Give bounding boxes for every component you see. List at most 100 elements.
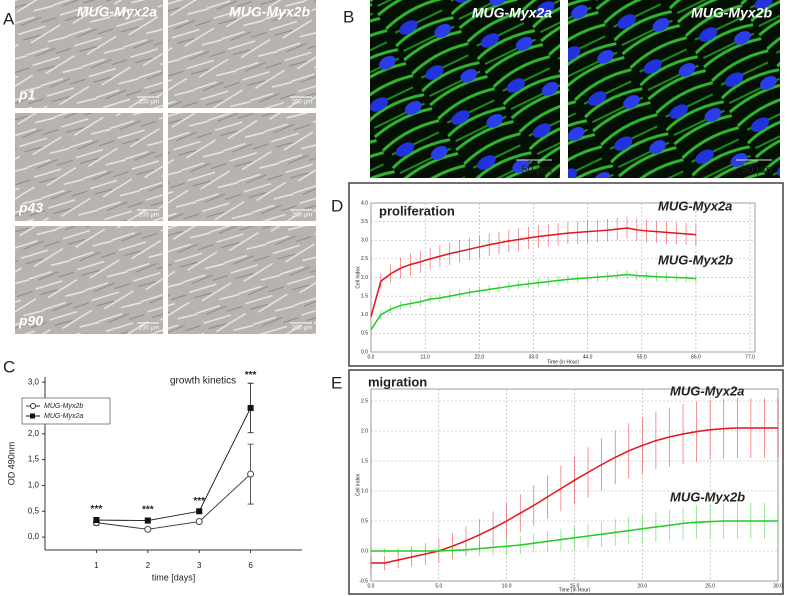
marker	[247, 470, 255, 478]
marker	[247, 404, 254, 411]
scale-bar-label: 200 µm	[139, 326, 159, 332]
series-label: MUG-Myx2a	[670, 383, 744, 398]
x-tick-label: 44.0	[583, 354, 593, 360]
legend-marker	[30, 403, 36, 409]
x-tick-label: 25.0	[705, 583, 715, 589]
x-tick-label: 10.0	[502, 583, 512, 589]
y-axis-label: OD 490nm	[6, 442, 16, 486]
marker	[196, 508, 203, 515]
image-label: MUG-Myx2b	[691, 5, 772, 21]
legend-label: MUG-Myx2a	[44, 413, 83, 420]
y-tick-label: 3.5	[361, 219, 368, 225]
panel-d-frame	[348, 182, 784, 367]
annotation: ***	[91, 504, 103, 515]
image-label: MUG-Myx2a	[472, 5, 552, 21]
scale-bar-label: 50 µm	[521, 164, 552, 176]
micrograph	[168, 226, 316, 334]
micrograph	[15, 226, 163, 334]
marker	[195, 518, 203, 526]
x-axis-label: Time (in Hour)	[547, 359, 579, 365]
micrograph	[568, 0, 780, 178]
row-label: p43	[18, 200, 43, 216]
x-tick-label: 0.0	[368, 354, 375, 360]
plot-frame	[370, 388, 779, 582]
y-tick-label: 0,5	[28, 506, 40, 515]
scale-bar-label: 200 µm	[139, 100, 159, 106]
panel-label: A	[3, 9, 15, 28]
panel-b-images: MUG-Myx2a 50 µm MUG-Myx2b 50 µm	[370, 0, 780, 178]
micrograph	[15, 113, 163, 221]
column-label: MUG-Myx2b	[229, 4, 310, 20]
y-tick-label: 2.0	[361, 275, 368, 281]
y-tick-label: 0,0	[28, 532, 40, 541]
x-tick-label: 1	[94, 561, 99, 570]
y-tick-label: 0.5	[361, 518, 368, 524]
x-tick-label: 20.0	[637, 583, 647, 589]
y-tick-label: 0.0	[361, 349, 368, 355]
series-line	[371, 520, 778, 552]
x-tick-label: 77.0	[745, 354, 755, 360]
y-tick-label: 2,0	[28, 429, 40, 438]
y-tick-label: 0.5	[361, 331, 368, 337]
y-axis-label: Cell Index	[355, 473, 361, 496]
scale-bar-label: 200 µm	[139, 213, 159, 219]
y-tick-label: 2.0	[361, 428, 368, 434]
x-axis-label: time [days]	[152, 572, 196, 582]
micrograph	[168, 0, 316, 108]
series-line	[96, 473, 251, 530]
panel-label: B	[343, 7, 354, 26]
panel-a-images: 200 µm 200 µm 200 µm 200 µm 200 µm 200 µm MUG-…	[15, 0, 316, 334]
x-tick-label: 3	[197, 561, 202, 570]
panel-label: C	[3, 357, 15, 376]
x-tick-label: 22.0	[474, 354, 484, 360]
y-axis-label: Cell Index	[355, 266, 361, 289]
y-tick-label: 2.5	[361, 256, 368, 262]
column-label: MUG-Myx2a	[77, 4, 157, 20]
y-tick-label: -0.5	[359, 578, 368, 584]
micrograph	[15, 0, 163, 108]
series-label: MUG-Myx2a	[658, 198, 732, 213]
legend-label: MUG-Myx2b	[44, 403, 83, 410]
x-tick-label: 66.0	[691, 354, 701, 360]
annotation: ***	[142, 505, 154, 516]
x-tick-label: 33.0	[529, 354, 539, 360]
y-tick-label: 1.5	[361, 458, 368, 464]
x-tick-label: 15.0	[570, 583, 580, 589]
micrograph	[370, 0, 560, 178]
y-tick-label: 2.5	[361, 398, 368, 404]
y-tick-label: 1,5	[28, 455, 40, 464]
series-line	[370, 273, 696, 331]
y-tick-label: 1,0	[28, 481, 40, 490]
marker	[144, 525, 152, 533]
chart-title: proliferation	[379, 203, 455, 218]
scale-bar-label: 200 µm	[292, 213, 312, 219]
series-line	[96, 407, 252, 522]
panel-e-frame	[348, 369, 784, 595]
panel-label: D	[331, 196, 343, 215]
x-tick-label: 0.0	[368, 583, 375, 589]
chart-title: growth kinetics	[170, 376, 236, 387]
chart-title: migration	[368, 374, 427, 389]
x-tick-label: 55.0	[637, 354, 647, 360]
y-tick-label: 1.5	[361, 293, 368, 299]
series-label: MUG-Myx2b	[670, 489, 745, 504]
y-tick-label: 1.0	[361, 312, 368, 318]
y-tick-label: 3,0	[28, 377, 40, 386]
legend-box	[21, 397, 111, 425]
y-tick-label: 1.0	[361, 488, 368, 494]
scale-bar-label: 50 µm	[741, 164, 772, 176]
y-tick-label: 0.0	[361, 548, 368, 554]
panel-label: E	[331, 373, 342, 392]
x-tick-label: 6	[248, 561, 253, 570]
scale-bar-label: 200 µm	[292, 326, 312, 332]
x-tick-label: 2	[146, 561, 151, 570]
row-label: p90	[18, 313, 43, 329]
row-label: p1	[18, 87, 36, 103]
legend-marker	[30, 413, 35, 419]
x-axis-label: Time (in Hour)	[559, 587, 591, 593]
series-label: MUG-Myx2b	[658, 252, 733, 267]
marker	[93, 517, 100, 524]
marker	[144, 517, 151, 524]
y-tick-label: 4.0	[361, 200, 368, 206]
x-tick-label: 30.0	[773, 583, 783, 589]
